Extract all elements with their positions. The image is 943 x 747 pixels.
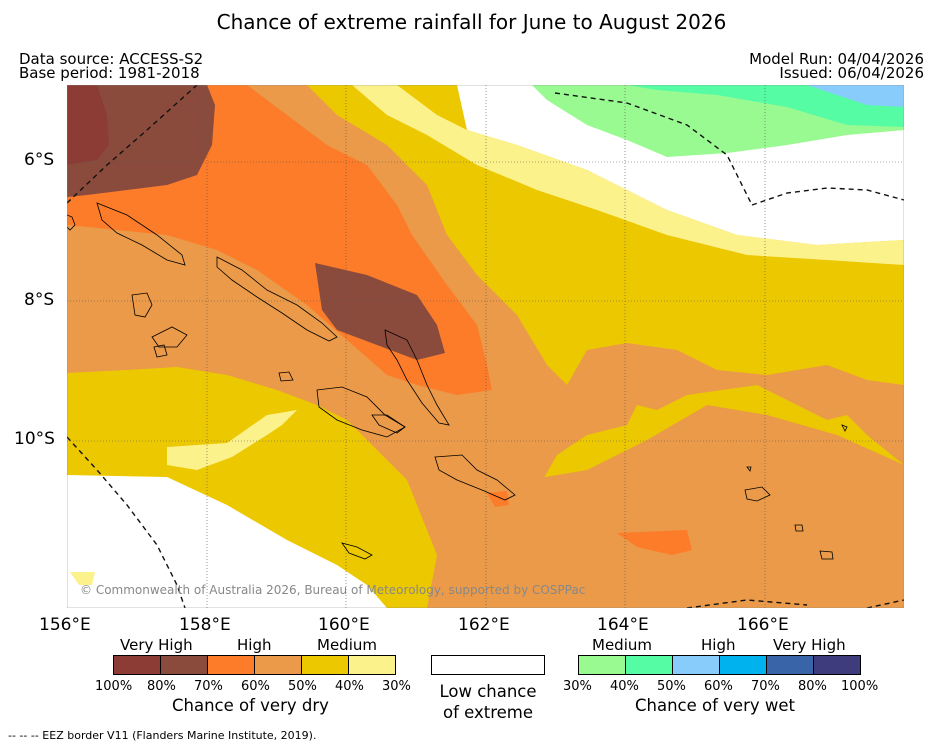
wet-swatch-1 <box>578 655 626 675</box>
dry-swatch-1 <box>113 655 161 675</box>
bougainville-island <box>67 214 76 231</box>
low-dry-region-corner <box>70 572 95 585</box>
copyright-notice: © Commonwealth of Australia 2026, Bureau… <box>80 583 585 597</box>
dry-category-high: High <box>237 636 272 654</box>
coastlines <box>67 202 848 560</box>
wet-pct-70: 70% <box>751 679 780 694</box>
data-source: Data source: ACCESS-S2 <box>19 50 204 68</box>
dry-pct-50: 50% <box>288 679 317 694</box>
small-island-e2 <box>746 466 752 472</box>
wet-pct-30: 30% <box>563 679 592 694</box>
wet-pct-40: 40% <box>610 679 639 694</box>
wet-category-medium: Medium <box>592 636 652 654</box>
low-dry-region-north <box>352 85 904 265</box>
dry-pct-80: 80% <box>147 679 176 694</box>
lat-label-10s: 10°S <box>14 429 55 449</box>
dry-caption: Chance of very dry <box>172 696 329 715</box>
kolombangara-island <box>153 344 168 358</box>
high-dry-region-southeast <box>397 385 904 608</box>
base-period: Base period: 1981-2018 <box>19 64 200 82</box>
dry-swatch-4 <box>254 655 302 675</box>
wet-pct-100: 100% <box>841 679 879 694</box>
low-chance-line2: of extreme <box>442 703 534 722</box>
eez-borders <box>67 85 904 608</box>
low-dry-region-south <box>167 410 297 470</box>
santa-isabel-island <box>216 256 338 342</box>
choiseul-island <box>96 202 186 266</box>
ulawa-island <box>371 414 406 434</box>
wet-swatch-5 <box>766 655 814 675</box>
map-title: Chance of extreme rainfall for June to A… <box>216 10 727 34</box>
low-chance-swatch <box>431 655 545 675</box>
lon-label-166e: 166°E <box>737 615 789 635</box>
wet-category-very-high: Very High <box>773 636 846 654</box>
wet-swatch-4 <box>719 655 767 675</box>
dry-pct-60: 60% <box>241 679 270 694</box>
wet-pct-80: 80% <box>798 679 827 694</box>
dry-pct-100: 100% <box>95 679 133 694</box>
eez-footer-note: -- -- -- EEZ border V11 (Flanders Marine… <box>8 729 317 742</box>
new-georgia-group <box>151 326 188 348</box>
lon-label-156e: 156°E <box>39 615 91 635</box>
new-georgia-island <box>131 292 153 318</box>
vanikoro-island <box>794 524 804 532</box>
model-run: Model Run: 04/04/2026 <box>749 50 924 68</box>
dry-category-medium: Medium <box>317 636 377 654</box>
wet-swatch-6 <box>813 655 861 675</box>
high-dry-region-small <box>617 530 692 555</box>
santa-cruz-islands <box>744 486 771 502</box>
dry-pct-30: 30% <box>382 679 411 694</box>
tikopia-island <box>819 550 834 560</box>
wet-category-high: High <box>701 636 736 654</box>
issued-date: Issued: 06/04/2026 <box>779 64 924 82</box>
makira-island <box>434 454 516 501</box>
dry-swatch-2 <box>160 655 208 675</box>
wet-pct-60: 60% <box>704 679 733 694</box>
dry-swatch-6 <box>348 655 396 675</box>
guadalcanal-island <box>316 386 406 438</box>
wet-caption: Chance of very wet <box>635 696 795 715</box>
lat-label-8s: 8°S <box>24 290 55 310</box>
small-island-east <box>841 424 848 432</box>
low-chance-line1: Low chance <box>439 682 537 701</box>
high-wet-region <box>807 85 904 107</box>
malaita-island <box>384 329 450 426</box>
dry-pct-40: 40% <box>335 679 364 694</box>
wet-swatch-3 <box>672 655 720 675</box>
lon-label-160e: 160°E <box>318 615 370 635</box>
wet-pct-50: 50% <box>657 679 686 694</box>
lon-label-162e: 162°E <box>458 615 510 635</box>
lat-label-6s: 6°S <box>24 150 55 170</box>
lon-label-158e: 158°E <box>179 615 231 635</box>
lon-label-164e: 164°E <box>597 615 649 635</box>
rennell-island <box>341 542 373 560</box>
medium-high-wet-region <box>627 85 904 127</box>
dry-category-very-high: Very High <box>120 636 193 654</box>
dry-swatch-3 <box>207 655 255 675</box>
rainfall-map: © Commonwealth of Australia 2026, Bureau… <box>67 85 904 608</box>
graticule <box>67 85 904 608</box>
low-chance-region-southwest <box>67 475 387 608</box>
wet-swatch-2 <box>625 655 673 675</box>
extreme-dry-region <box>67 85 109 165</box>
very-high-dry-region-central <box>315 263 445 360</box>
dry-swatch-5 <box>301 655 349 675</box>
dry-pct-70: 70% <box>194 679 223 694</box>
russell-islands <box>278 371 294 382</box>
